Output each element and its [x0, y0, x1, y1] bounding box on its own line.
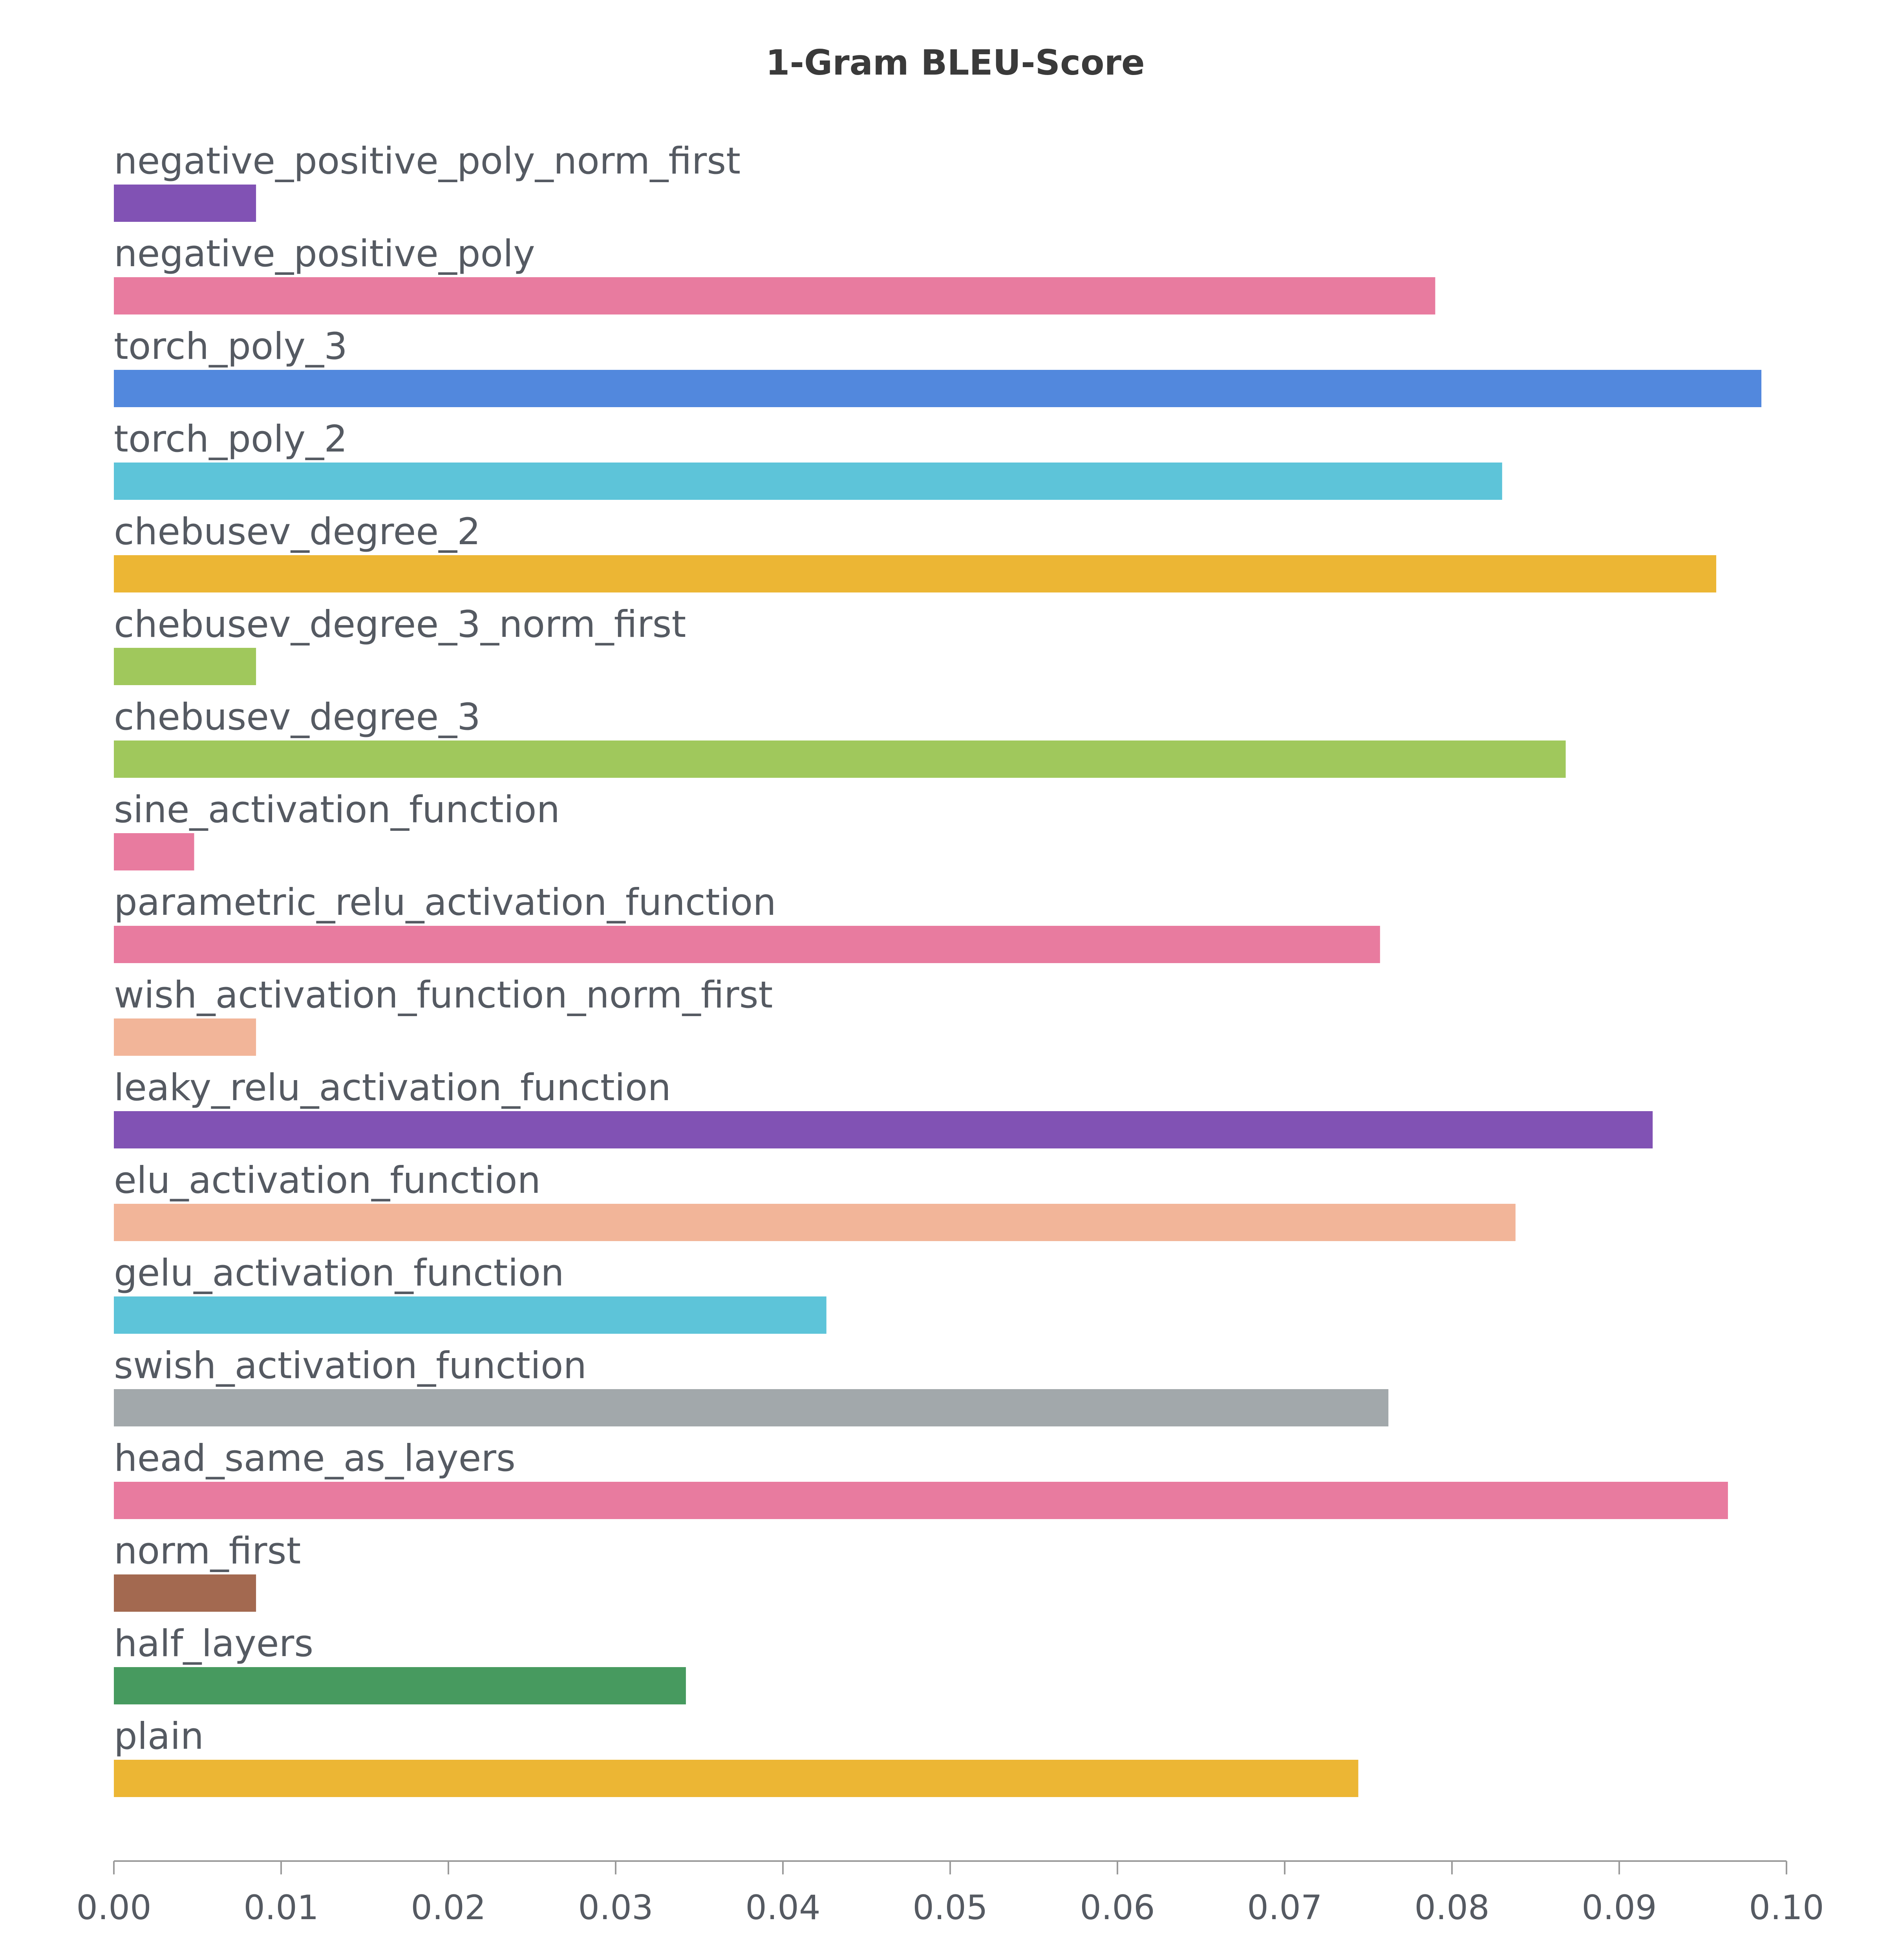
bar — [114, 1574, 256, 1612]
bar — [114, 1296, 826, 1334]
x-tick-label: 0.00 — [76, 1888, 151, 1927]
bar — [114, 1667, 686, 1704]
bar-label: swish_activation_function — [114, 1344, 587, 1387]
bar — [114, 1111, 1653, 1148]
x-tick-label: 0.05 — [912, 1888, 987, 1927]
x-tick-label: 0.04 — [745, 1888, 820, 1927]
x-tick-label: 0.02 — [411, 1888, 486, 1927]
bar-group: parametric_relu_activation_function — [114, 881, 1380, 963]
bar-group: negative_positive_poly — [114, 232, 1435, 314]
bar-group: chebusev_degree_2 — [114, 510, 1717, 592]
bar — [114, 370, 1762, 407]
bar — [114, 926, 1380, 963]
x-tick-label: 0.07 — [1247, 1888, 1322, 1927]
bar-label: norm_first — [114, 1530, 301, 1572]
bar-group: chebusev_degree_3 — [114, 696, 1566, 778]
x-tick-label: 0.03 — [578, 1888, 653, 1927]
bar — [114, 277, 1435, 314]
chart-title: 1-Gram BLEU-Score — [766, 42, 1145, 83]
bar — [114, 833, 194, 870]
bar-group: torch_poly_3 — [114, 325, 1762, 407]
bar-group: plain — [114, 1715, 1359, 1797]
x-axis: 0.00 0.01 0.02 0.03 0.04 0.05 0.06 0.07 0.08 0.09… — [76, 1860, 1824, 1927]
bar — [114, 1018, 256, 1056]
bar-group: sine_activation_function — [114, 788, 560, 870]
bar-group: chebusev_degree_3_norm_first — [114, 603, 686, 685]
bar — [114, 185, 256, 222]
bar — [114, 1482, 1728, 1519]
bar-group: gelu_activation_function — [114, 1252, 826, 1334]
bar-label: negative_positive_poly_norm_first — [114, 140, 741, 183]
bar-label: plain — [114, 1715, 204, 1758]
bar — [114, 740, 1566, 778]
bar — [114, 1204, 1516, 1241]
bar-label: wish_activation_function_norm_first — [114, 974, 773, 1017]
bar — [114, 463, 1502, 500]
bar-label: sine_activation_function — [114, 788, 560, 831]
bar-label: chebusev_degree_2 — [114, 510, 481, 553]
bar-group: half_layers — [114, 1622, 686, 1704]
bar-label: parametric_relu_activation_function — [114, 881, 776, 924]
bar-group: elu_activation_function — [114, 1159, 1516, 1241]
bar-label: leaky_relu_activation_function — [114, 1066, 671, 1109]
bar — [114, 1389, 1389, 1426]
bar-label: half_layers — [114, 1622, 313, 1665]
bar — [114, 555, 1717, 592]
bar-label: elu_activation_function — [114, 1159, 541, 1202]
bar-label: chebusev_degree_3_norm_first — [114, 603, 686, 646]
bar-group: norm_first — [114, 1530, 301, 1612]
bar-group: head_same_as_layers — [114, 1437, 1728, 1519]
bar — [114, 1760, 1359, 1797]
bar-group: negative_positive_poly_norm_first — [114, 140, 741, 222]
bar-label: torch_poly_2 — [114, 418, 347, 461]
x-tick-label: 0.09 — [1582, 1888, 1657, 1927]
bar-label: torch_poly_3 — [114, 325, 347, 368]
bar-label: head_same_as_layers — [114, 1437, 516, 1480]
x-tick-label: 0.01 — [243, 1888, 318, 1927]
bar-label: negative_positive_poly — [114, 232, 535, 275]
x-tick-label: 0.08 — [1414, 1888, 1489, 1927]
bar-group: torch_poly_2 — [114, 418, 1502, 500]
x-tick-label: 0.10 — [1749, 1888, 1824, 1927]
bar-label: gelu_activation_function — [114, 1252, 564, 1294]
bar-group: wish_activation_function_norm_first — [114, 974, 773, 1056]
bars-layer: negative_positive_poly_norm_firstnegativ… — [114, 140, 1762, 1797]
bar-label: chebusev_degree_3 — [114, 696, 481, 739]
bar-group: leaky_relu_activation_function — [114, 1066, 1653, 1148]
bar-group: swish_activation_function — [114, 1344, 1389, 1426]
bar — [114, 648, 256, 685]
x-tick-label: 0.06 — [1080, 1888, 1155, 1927]
